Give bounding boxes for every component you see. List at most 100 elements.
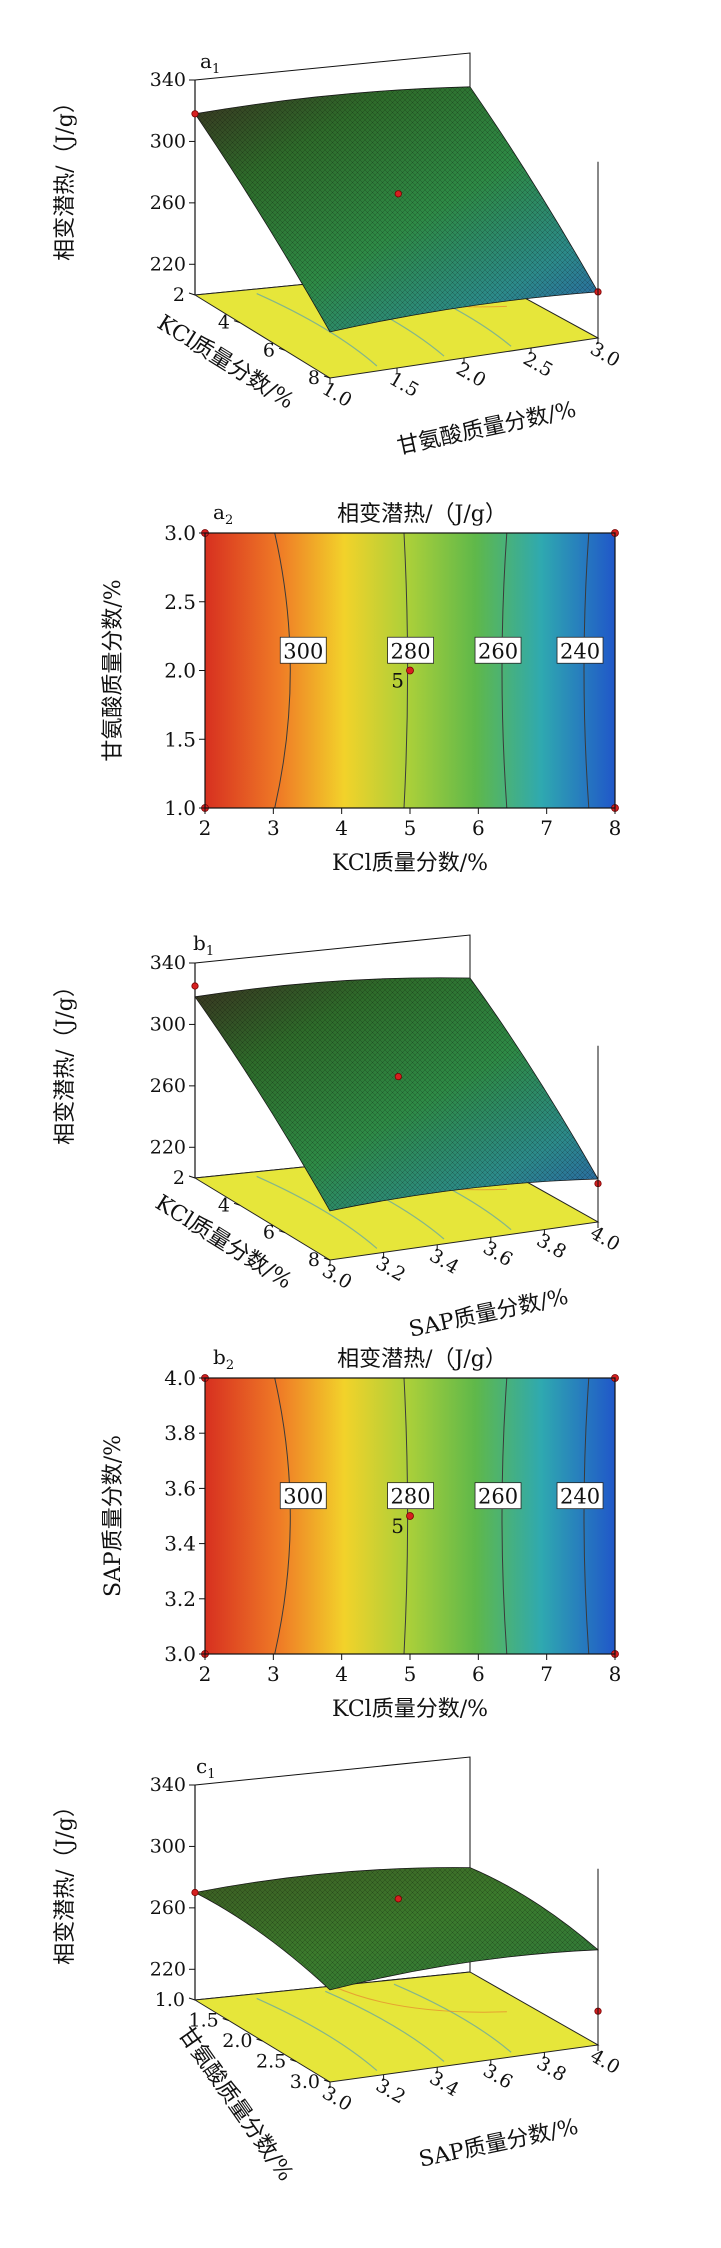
floor-contour-line (393, 1983, 512, 2053)
y-tick-label: 3.0 (318, 1260, 355, 1294)
x-tick-label: 2 (173, 284, 185, 306)
x-axis-title: KCl质量分数/% (332, 1697, 488, 1722)
x-tick-label: 5 (404, 1662, 417, 1686)
x-tick (188, 1175, 196, 1179)
design-point (394, 190, 402, 198)
floor-contour-line (256, 1997, 378, 2072)
panel-label: a2 (213, 500, 233, 528)
x-tick-label: 2 (173, 1167, 185, 1189)
chart-title: 相变潜热/（J/g） (337, 502, 507, 527)
x-tick (233, 1202, 241, 1206)
z-tick-label: 300 (150, 1835, 186, 1857)
panel-label-sub: 1 (206, 944, 214, 959)
y-tick-label: 2.5 (519, 348, 556, 382)
y-tick-label: 3.4 (426, 1245, 463, 1279)
contour-line (583, 532, 590, 809)
contour-label: 280 (391, 639, 431, 663)
panel-label: c1 (196, 1754, 215, 1782)
center-point (406, 1512, 414, 1520)
z-tick-label: 220 (150, 1958, 186, 1980)
z-tick-label: 300 (150, 130, 186, 152)
y-tick-label: 3.8 (533, 2052, 570, 2086)
x-tick-label: 4 (218, 312, 230, 334)
y-tick-label: 3.2 (164, 1587, 196, 1611)
panel-label: b1 (193, 931, 214, 959)
x-tick-label: 7 (540, 1662, 553, 1686)
y-tick-label: 3.6 (479, 1237, 516, 1271)
contour-label: 300 (283, 1485, 323, 1509)
z-tick-label: 340 (150, 1774, 186, 1796)
floor-contour-line (325, 1990, 445, 2062)
z-axis-title: 相变潜热/（J/g） (53, 1795, 78, 1965)
x-tick-label: 8 (609, 816, 622, 840)
panel-label-sub: 2 (226, 1358, 234, 1373)
center-point-label: 5 (391, 1514, 404, 1538)
design-point (191, 1888, 199, 1897)
x-tick-label: 4 (218, 1194, 230, 1216)
floor-contour-line (332, 1985, 507, 2013)
x-tick (323, 1257, 331, 1261)
x-tick (278, 347, 286, 351)
design-point (191, 982, 199, 990)
x-tick-label: 2.5 (256, 2051, 286, 2073)
z-axis-title: 相变潜热/（J/g） (53, 975, 78, 1145)
y-tick-label: 3.6 (164, 1476, 196, 1500)
y-tick-label: 3.4 (426, 2067, 463, 2101)
y-tick-label: 2.0 (164, 659, 196, 683)
x-tick-label: 4 (335, 816, 348, 840)
floor-contour-line (256, 293, 378, 367)
y-tick-label: 3.0 (164, 1642, 196, 1666)
contour-line (274, 532, 291, 809)
y-tick-label: 1.0 (164, 796, 196, 820)
x-tick-label: 4 (335, 1662, 348, 1686)
y-tick-label: 4.0 (164, 1366, 196, 1390)
contour-label-box (279, 636, 327, 664)
contour-label: 260 (478, 639, 518, 663)
panel-label-sub: 1 (212, 62, 220, 77)
panel-label: a1 (200, 49, 220, 77)
y-tick-label: 3.0 (164, 521, 196, 545)
design-point (394, 1073, 402, 1081)
x-axis-title: KCl质量分数/% (332, 851, 488, 876)
y-tick-label: 1.5 (385, 368, 422, 402)
y-axis-title: SAP质量分数/% (407, 1285, 571, 1343)
y-axis-title: SAP质量分数/% (417, 2115, 581, 2173)
x-tick-label: 1.0 (155, 1989, 185, 2011)
z-tick-label: 260 (150, 192, 186, 214)
y-tick-label: 3.8 (164, 1421, 196, 1445)
x-tick-label: 3 (267, 1662, 280, 1686)
contour-label: 240 (560, 639, 600, 663)
contour-label: 280 (391, 1485, 431, 1509)
contour-line (501, 1377, 508, 1655)
x-tick-label: 6 (472, 816, 485, 840)
z-axis-title: 相变潜热/（J/g） (53, 91, 78, 261)
y-tick-label: 3.2 (372, 1252, 409, 1286)
x-tick (323, 2079, 331, 2083)
z-tick-label: 300 (150, 1013, 186, 1035)
design-point (191, 110, 199, 118)
x-tick-label: 8 (308, 1249, 320, 1271)
y-axis-title: SAP质量分数/% (101, 1435, 126, 1597)
x-tick-label: 8 (609, 1662, 622, 1686)
z-tick-label: 340 (150, 69, 186, 91)
z-tick-label: 220 (150, 253, 186, 275)
floor-contour-line (256, 1175, 378, 1249)
x-tick (188, 1997, 196, 2001)
chart-title: 相变潜热/（J/g） (337, 1347, 507, 1372)
x-tick-label: 5 (404, 816, 417, 840)
contour-label: 300 (283, 639, 323, 663)
contour-label: 260 (478, 1485, 518, 1509)
x-tick-label: 1.5 (189, 2010, 219, 2032)
surface-mesh (195, 977, 598, 1211)
surface-plot-a1: 220 260 300 340 2 4 6 81.0 1.5 2.0 2.5 3.0 相变潜热/（J/g… (53, 49, 624, 460)
y-axis-title: 甘氨酸质量分数/% (395, 397, 579, 459)
z-tick-label: 260 (150, 1075, 186, 1097)
y-tick-label: 3.4 (164, 1532, 196, 1556)
contour-label-box (474, 636, 522, 664)
y-tick-label: 2.0 (452, 358, 489, 392)
x-tick-label: 8 (308, 367, 320, 389)
contour-line (274, 1377, 291, 1655)
design-point (394, 1895, 402, 1903)
z-tick-label: 220 (150, 1136, 186, 1158)
